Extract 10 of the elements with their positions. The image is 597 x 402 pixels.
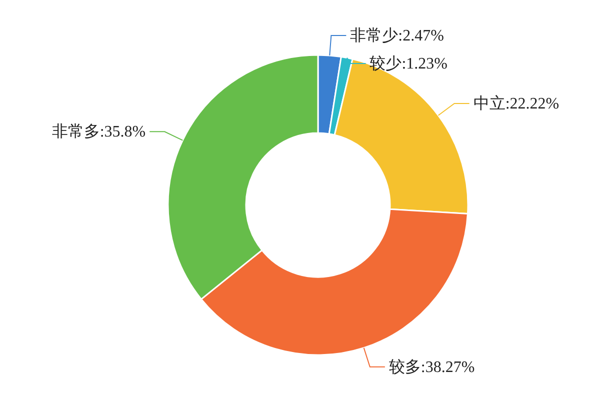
data-label: :1.23% <box>402 56 448 73</box>
data-label: :38.27% <box>420 358 475 376</box>
legend-label: 较少 <box>370 54 402 73</box>
slice-label: 非常少 <box>350 26 398 45</box>
slice-label: 非常多 <box>52 122 100 141</box>
slice-label: 中立 <box>473 94 506 112</box>
slice-label: 较多 <box>388 358 421 376</box>
data-label: :2.47% <box>398 28 444 45</box>
data-label: :22.22% <box>505 95 560 112</box>
data-label: :35.8% <box>100 124 146 141</box>
